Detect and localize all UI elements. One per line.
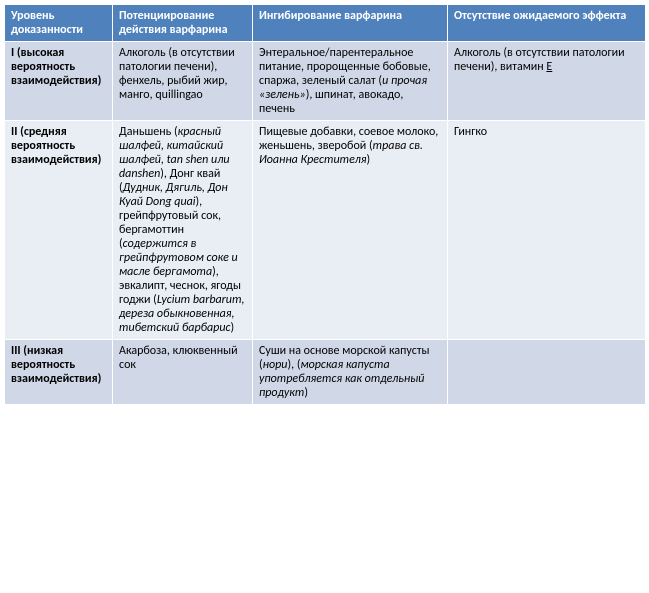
text: Алкоголь (в отсутствии патологии печени)… bbox=[454, 46, 625, 74]
cell-inhibition: Пищевые добавки, соевое молоко, женьшень… bbox=[253, 121, 448, 340]
cell-level: III (низкая вероятность взаимодействия) bbox=[5, 340, 113, 405]
col-header-inhibition: Ингибирование варфарина bbox=[253, 5, 448, 42]
text: ) bbox=[231, 321, 235, 335]
table-row: II (средняя вероятность взаимодействия) … bbox=[5, 121, 646, 340]
text: ) bbox=[366, 153, 370, 167]
text: ), ( bbox=[287, 358, 300, 372]
cell-absence bbox=[448, 340, 646, 405]
cell-level: I (высокая вероятность взаимодействия) bbox=[5, 42, 113, 121]
text: Даньшень ( bbox=[119, 125, 178, 139]
col-header-potentiation: Потенциирование действия варфарина bbox=[113, 5, 253, 42]
cell-potentiation: Даньшень (красный шалфей, китайский шалф… bbox=[113, 121, 253, 340]
col-header-absence: Отсутствие ожидаемого эффекта bbox=[448, 5, 646, 42]
text-underline: Е bbox=[546, 60, 552, 74]
table-row: I (высокая вероятность взаимодействия) А… bbox=[5, 42, 646, 121]
cell-inhibition: Суши на основе морской капусты (нори), (… bbox=[253, 340, 448, 405]
cell-potentiation: Алкоголь (в отсутствии патологии печени)… bbox=[113, 42, 253, 121]
table-header-row: Уровень доказанности Потенциирование дей… bbox=[5, 5, 646, 42]
warfarin-interaction-table: Уровень доказанности Потенциирование дей… bbox=[4, 4, 646, 405]
cell-level: II (средняя вероятность взаимодействия) bbox=[5, 121, 113, 340]
cell-potentiation: Акарбоза, клюквенный сок bbox=[113, 340, 253, 405]
cell-inhibition: Энтеральное/парентеральное питание, прор… bbox=[253, 42, 448, 121]
text: ) bbox=[304, 386, 308, 400]
table-row: III (низкая вероятность взаимодействия) … bbox=[5, 340, 646, 405]
text-italic: содержится в грейпфрутовом соке и масле … bbox=[119, 237, 238, 279]
col-header-level: Уровень доказанности bbox=[5, 5, 113, 42]
text-italic: Дудник, Дягиль, Дон Куай Dong quai bbox=[119, 181, 228, 209]
cell-absence: Алкоголь (в отсутствии патологии печени)… bbox=[448, 42, 646, 121]
text-italic: нори bbox=[263, 358, 288, 372]
cell-absence: Гингко bbox=[448, 121, 646, 340]
